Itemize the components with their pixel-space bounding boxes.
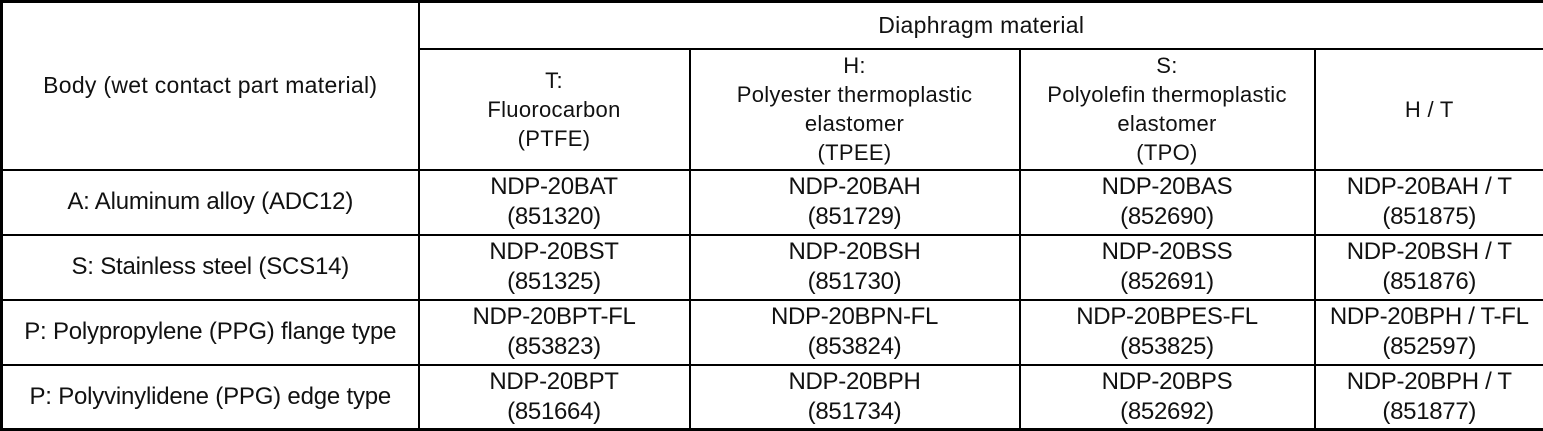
model-number: NDP-20BPS [1025, 367, 1310, 397]
model-cell: NDP-20BPN-FL (853824) [690, 300, 1020, 365]
model-number: NDP-20BPN-FL [695, 302, 1015, 332]
part-code: (853825) [1025, 332, 1310, 362]
part-code: (852692) [1025, 397, 1310, 427]
table-row-polypropylene-flange: P: Polypropylene (PPG) flange type NDP-2… [2, 300, 1543, 365]
table-row-aluminum: A: Aluminum alloy (ADC12) NDP-20BAT (851… [2, 170, 1543, 235]
table-row-polyvinylidene-edge: P: Polyvinylidene (PPG) edge type NDP-20… [2, 365, 1543, 430]
part-code: (851664) [424, 397, 685, 427]
model-cell: NDP-20BPH (851734) [690, 365, 1020, 430]
model-cell: NDP-20BSH / T (851876) [1315, 235, 1543, 300]
part-code: (851876) [1320, 267, 1540, 297]
model-number: NDP-20BPH / T-FL [1320, 302, 1540, 332]
column-header-line: (TPEE) [695, 138, 1015, 167]
model-number: NDP-20BPH [695, 367, 1015, 397]
part-code: (851729) [695, 202, 1015, 232]
body-material-column-header: Body (wet contact part material) [2, 2, 419, 170]
model-cell: NDP-20BPH / T (851877) [1315, 365, 1543, 430]
model-cell: NDP-20BAH / T (851875) [1315, 170, 1543, 235]
table-header-row-group: Body (wet contact part material) Diaphra… [2, 2, 1543, 49]
model-cell: NDP-20BAH (851729) [690, 170, 1020, 235]
model-number: NDP-20BAS [1025, 172, 1310, 202]
model-number: NDP-20BPES-FL [1025, 302, 1310, 332]
part-code: (853823) [424, 332, 685, 362]
model-cell: NDP-20BAS (852690) [1020, 170, 1315, 235]
model-number: NDP-20BSH [695, 237, 1015, 267]
body-material-cell: S: Stainless steel (SCS14) [2, 235, 419, 300]
diaphragm-column-header-t: T: Fluorocarbon (PTFE) [419, 49, 690, 170]
column-header-line: elastomer [695, 109, 1015, 138]
model-cell: NDP-20BPH / T-FL (852597) [1315, 300, 1543, 365]
model-cell: NDP-20BSH (851730) [690, 235, 1020, 300]
part-code: (852597) [1320, 332, 1540, 362]
model-number: NDP-20BSS [1025, 237, 1310, 267]
diaphragm-material-group-header-label: Diaphragm material [878, 12, 1084, 38]
model-number: NDP-20BST [424, 237, 685, 267]
body-material-label: A: Aluminum alloy (ADC12) [67, 188, 353, 215]
column-header-line: Polyolefin thermoplastic [1025, 80, 1310, 109]
model-number: NDP-20BAH / T [1320, 172, 1540, 202]
body-material-cell: P: Polypropylene (PPG) flange type [2, 300, 419, 365]
diaphragm-column-header-ht: H / T [1315, 49, 1543, 170]
part-code: (851325) [424, 267, 685, 297]
body-material-label: S: Stainless steel (SCS14) [71, 253, 349, 280]
column-header-line: H / T [1320, 95, 1540, 124]
part-code: (853824) [695, 332, 1015, 362]
diaphragm-column-header-s: S: Polyolefin thermoplastic elastomer (T… [1020, 49, 1315, 170]
diaphragm-column-header-h: H: Polyester thermoplastic elastomer (TP… [690, 49, 1020, 170]
model-number: NDP-20BPT [424, 367, 685, 397]
part-code: (851875) [1320, 202, 1540, 232]
part-code: (851730) [695, 267, 1015, 297]
column-header-line: S: [1025, 51, 1310, 80]
model-cell: NDP-20BPT (851664) [419, 365, 690, 430]
body-material-cell: P: Polyvinylidene (PPG) edge type [2, 365, 419, 430]
part-code: (852691) [1025, 267, 1310, 297]
table-row-stainless: S: Stainless steel (SCS14) NDP-20BST (85… [2, 235, 1543, 300]
body-material-label: P: Polyvinylidene (PPG) edge type [29, 383, 391, 410]
column-header-line: H: [695, 51, 1015, 80]
column-header-line: Polyester thermoplastic [695, 80, 1015, 109]
part-code: (851320) [424, 202, 685, 232]
column-header-line: elastomer [1025, 109, 1310, 138]
column-header-line: Fluorocarbon [424, 95, 685, 124]
model-cell: NDP-20BPES-FL (853825) [1020, 300, 1315, 365]
model-cell: NDP-20BAT (851320) [419, 170, 690, 235]
body-material-cell: A: Aluminum alloy (ADC12) [2, 170, 419, 235]
model-number: NDP-20BAH [695, 172, 1015, 202]
body-material-label: P: Polypropylene (PPG) flange type [24, 318, 396, 345]
column-header-line: (TPO) [1025, 138, 1310, 167]
model-number: NDP-20BSH / T [1320, 237, 1540, 267]
model-cell: NDP-20BPT-FL (853823) [419, 300, 690, 365]
diaphragm-material-group-header: Diaphragm material [419, 2, 1543, 49]
model-number: NDP-20BAT [424, 172, 685, 202]
part-code: (851877) [1320, 397, 1540, 427]
model-number: NDP-20BPH / T [1320, 367, 1540, 397]
part-code: (852690) [1025, 202, 1310, 232]
column-header-line: (PTFE) [424, 124, 685, 153]
column-header-line: T: [424, 66, 685, 95]
part-code: (851734) [695, 397, 1015, 427]
model-number: NDP-20BPT-FL [424, 302, 685, 332]
model-cell: NDP-20BSS (852691) [1020, 235, 1315, 300]
model-cell: NDP-20BST (851325) [419, 235, 690, 300]
model-cell: NDP-20BPS (852692) [1020, 365, 1315, 430]
